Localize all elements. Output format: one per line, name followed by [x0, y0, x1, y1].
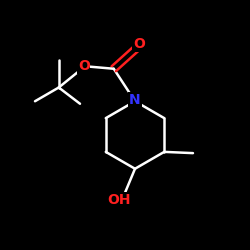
- Text: OH: OH: [107, 193, 130, 207]
- Text: O: O: [78, 59, 90, 73]
- Text: O: O: [133, 37, 145, 51]
- Text: N: N: [129, 93, 141, 107]
